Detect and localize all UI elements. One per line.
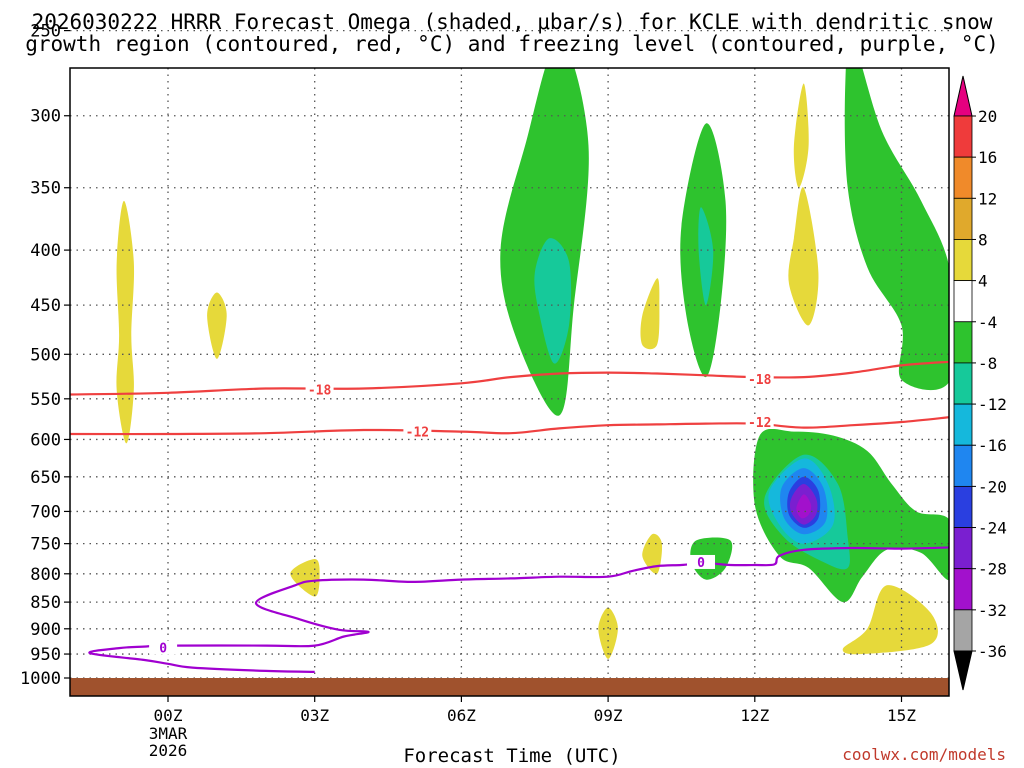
contour-label-bg-dgz-minus18-1 (745, 371, 774, 386)
colorbar-label-4: 4 (978, 272, 988, 291)
omega-region-yellow-7 (788, 187, 819, 326)
y-tick-label-500: 500 (30, 345, 61, 365)
colorbar-label-3: 8 (978, 230, 988, 249)
grid-lines (70, 29, 949, 696)
x-tick-label-12Z: 12Z (740, 706, 769, 725)
colorbar-label-0: 20 (978, 107, 997, 126)
omega-region-green-4 (844, 68, 949, 391)
colorbar-box-5 (953, 321, 973, 364)
y-tick-label-700: 700 (30, 502, 61, 522)
colorbar-box-10 (953, 527, 973, 570)
contour-label-freezing-level-0: 0 (159, 642, 167, 657)
y-tick-label-650: 650 (30, 468, 61, 488)
omega-region-yellow-3 (598, 607, 618, 659)
ground-fill (70, 678, 949, 696)
plot-area (70, 68, 949, 696)
y-tick-label-1000: 1000 (20, 669, 61, 689)
colorbar-box-12 (953, 609, 973, 652)
y-tick-label-550: 550 (30, 390, 61, 410)
contour-label-dgz-minus12-0: -12 (406, 426, 429, 441)
x-tick-sublabel-date: 3MAR (149, 724, 188, 743)
plot-frame (69, 67, 950, 697)
y-tick-label-250: 250 (30, 22, 61, 42)
x-tick-label-00Z: 00Z (154, 706, 183, 725)
contour-label-freezing-level-1: 0 (697, 556, 705, 571)
colorbar-label-1: 16 (978, 148, 997, 167)
omega-region-yellow-1 (207, 292, 227, 359)
contour-label-bg-dgz-minus12-0 (403, 424, 432, 439)
contour-freezing-level (88, 546, 949, 673)
omega-shading (116, 68, 949, 659)
colorbar: 20 16 12 8 4 -4 -8 -12 -16 -20 -24 -28 -32 -36 (953, 75, 1007, 691)
omega-region-yellow-5 (642, 533, 663, 575)
x-axis-label: Forecast Time (UTC) (403, 745, 621, 767)
colorbar-box-8 (953, 444, 973, 487)
x-tick-label-09Z: 09Z (594, 706, 623, 725)
contour-label-bg-freezing-level-1 (687, 554, 716, 569)
colorbar-bottom-arrow (953, 650, 973, 691)
y-tick-label-950: 950 (30, 645, 61, 665)
colorbar-top-arrow (953, 75, 973, 117)
omega-region-yellow-2 (290, 559, 320, 597)
colorbar-box-1 (953, 156, 973, 199)
colorbar-box-7 (953, 403, 973, 446)
contour-lines: -18 -18 -12 -12 0 0 (70, 360, 949, 673)
y-axis: 250 300 350 400 450 500 550 600 650 700 750 800 850 9… (20, 22, 70, 689)
y-tick-label-800: 800 (30, 565, 61, 585)
x-tick-label-15Z: 15Z (887, 706, 916, 725)
omega-region-teal-0 (534, 238, 572, 364)
x-tick-sublabel-year: 2026 (149, 741, 188, 760)
colorbar-box-11 (953, 568, 973, 611)
credit-link[interactable]: coolwx.com/models (842, 745, 1006, 764)
omega-region-teal-1 (698, 207, 714, 306)
y-tick-label-750: 750 (30, 535, 61, 555)
colorbar-box-6 (953, 362, 973, 405)
contour-label-dgz-minus18-0: -18 (308, 383, 332, 398)
colorbar-label-6: -8 (978, 354, 997, 373)
y-tick-label-900: 900 (30, 620, 61, 640)
chart-title-line-2: growth region (contoured, red, °C) and f… (25, 32, 999, 56)
colorbar-label-8: -16 (978, 436, 1007, 455)
colorbar-label-2: 12 (978, 189, 997, 208)
colorbar-label-7: -12 (978, 395, 1007, 414)
contour-label-bg-freezing-level-0 (149, 640, 178, 655)
colorbar-label-10: -24 (978, 519, 1007, 538)
colorbar-box-9 (953, 485, 973, 528)
y-tick-label-850: 850 (30, 593, 61, 613)
x-tick-label-03Z: 03Z (300, 706, 329, 725)
y-tick-label-600: 600 (30, 430, 61, 450)
chart-title-line-1: 2026030222 HRRR Forecast Omega (shaded, … (31, 10, 993, 34)
colorbar-label-9: -20 (978, 477, 1007, 496)
omega-region-yellow-8 (842, 585, 938, 655)
omega-region-yellow-4 (640, 278, 660, 350)
colorbar-box-3 (953, 239, 973, 282)
ground-layer (70, 678, 949, 696)
colorbar-label-11: -28 (978, 560, 1007, 579)
contour-dgz-minus18 (70, 360, 949, 396)
y-tick-label-300: 300 (30, 107, 61, 127)
x-tick-label-06Z: 06Z (447, 706, 476, 725)
contour-label-bg-dgz-minus12-1 (745, 414, 774, 429)
colorbar-box-2 (953, 197, 973, 240)
omega-region-purple-0 (796, 494, 812, 519)
omega-region-yellow-6 (793, 83, 809, 188)
colorbar-label-5: -4 (978, 313, 997, 332)
contour-label-bg-dgz-minus18-0 (305, 382, 334, 397)
colorbar-box-0 (953, 115, 973, 158)
contour-label-dgz-minus12-1: -12 (748, 416, 771, 431)
colorbar-label-13: -36 (978, 642, 1007, 661)
contour-dgz-minus12 (70, 416, 949, 436)
y-tick-label-350: 350 (30, 179, 61, 199)
colorbar-label-12: -32 (978, 601, 1007, 620)
omega-region-yellow-0 (116, 200, 135, 444)
colorbar-box-4 (953, 280, 973, 323)
y-tick-label-400: 400 (30, 241, 61, 261)
contour-label-dgz-minus18-1: -18 (748, 373, 772, 388)
y-tick-label-450: 450 (30, 296, 61, 316)
